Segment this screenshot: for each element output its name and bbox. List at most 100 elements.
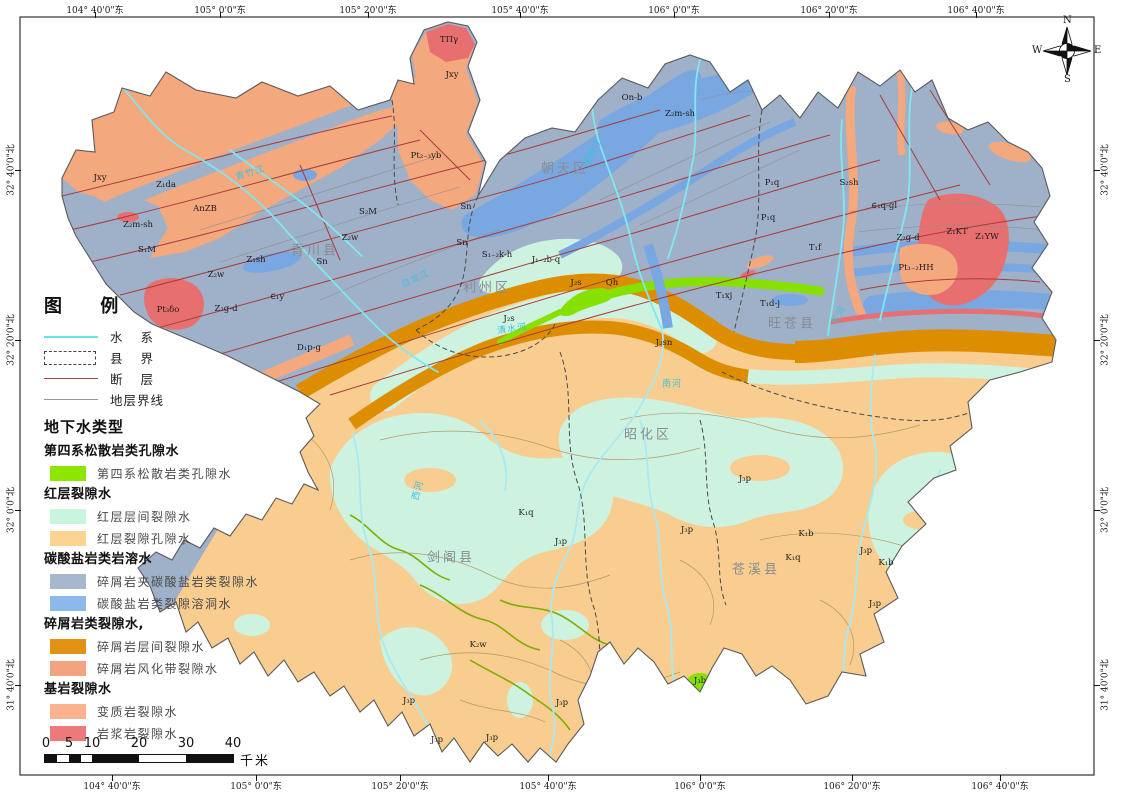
compass-east-label: E xyxy=(1094,45,1102,56)
geology-unit-label: S₂sh xyxy=(839,178,859,188)
scale-tick-label: 40 xyxy=(224,736,242,751)
river-name-label: 南河 xyxy=(661,379,683,390)
legend-group-heading: 红层裂隙水 xyxy=(44,487,112,502)
legend-item-label: 碳酸盐岩类裂隙溶洞水 xyxy=(97,596,233,611)
geology-unit-label: K₁b xyxy=(878,558,894,568)
geology-unit-label: J₂sn xyxy=(655,338,673,348)
geology-unit-label: D₁p-g xyxy=(297,343,321,353)
geology-unit-label: T₁xj xyxy=(715,291,733,301)
geology-unit-label: J₃p xyxy=(868,599,882,609)
geology-unit-label: J₃p xyxy=(402,696,416,706)
geology-unit-label: S₁M xyxy=(138,245,156,255)
legend-item-redbed-pore: 红层裂隙孔隙水 xyxy=(44,527,284,549)
graticule-label: 106° 20'0"东 xyxy=(823,782,881,792)
graticule-tick xyxy=(256,775,257,781)
legend-item-redbed-interlayer: 红层层间裂隙水 xyxy=(44,505,284,527)
graticule-label: 106° 0'0"东 xyxy=(674,782,726,792)
legend-item-label: 红层层间裂隙水 xyxy=(97,509,192,524)
legend-item-clastic-carbonate: 碎屑岩夹碳酸盐岩类裂隙水 xyxy=(44,570,284,592)
geology-unit-label: K₁b xyxy=(798,529,814,539)
legend-item-fault: 断 层 xyxy=(44,368,284,389)
color-swatch xyxy=(50,660,86,676)
geology-unit-label: J₃p xyxy=(485,733,499,743)
graticule-tick xyxy=(112,775,113,781)
compass-star-icon xyxy=(1042,26,1092,76)
legend-item-igneous: 岩浆岩裂隙水 xyxy=(44,722,284,744)
graticule-label: 106° 40'0"东 xyxy=(947,6,1005,16)
geology-unit-label: J₃p xyxy=(859,546,873,556)
graticule-tick xyxy=(15,340,21,341)
graticule-tick xyxy=(15,685,21,686)
legend-item-label: 水 系 xyxy=(110,330,160,345)
graticule-label: 105° 20'0"东 xyxy=(371,782,429,792)
graticule-tick xyxy=(976,12,977,18)
county-name-label: 朝天区 xyxy=(540,161,590,177)
graticule-label: 105° 20'0"东 xyxy=(339,6,397,16)
geology-unit-label: Z₂m-sh xyxy=(664,109,696,119)
graticule-tick xyxy=(1094,340,1100,341)
geology-unit-label: Jxy xyxy=(445,70,459,80)
compass-west-label: W xyxy=(1032,45,1043,56)
geology-unit-label: K₂w xyxy=(469,640,487,650)
geology-unit-label: Z₁sh xyxy=(246,255,266,265)
legend-item-label: 第四系松散岩类孔隙水 xyxy=(97,466,233,481)
legend: 图 例 水 系 县 界 断 层 地层界线 地下水类型 第四系松散岩类孔隙水 第四… xyxy=(44,292,284,744)
compass-north-label: N xyxy=(1063,15,1072,26)
geology-unit-label: J₂s xyxy=(503,314,515,324)
geology-unit-label: S₂M xyxy=(359,207,377,217)
legend-item-clastic-interlayer: 碎屑岩层间裂隙水 xyxy=(44,635,284,657)
graticule-tick xyxy=(829,12,830,18)
legend-item-water-system: 水 系 xyxy=(44,326,284,347)
strata-line-icon xyxy=(44,399,98,400)
graticule-label: 104° 40'0"东 xyxy=(66,6,124,16)
county-name-label: 苍溪县 xyxy=(731,562,781,578)
legend-item-strata-boundary: 地层界线 xyxy=(44,389,284,410)
geology-unit-label: Z₂g-d xyxy=(214,304,238,314)
geology-unit-label: Z₂w xyxy=(207,270,225,280)
graticule-tick xyxy=(852,775,853,781)
color-swatch xyxy=(50,508,86,524)
legend-item-label: 碎屑岩夹碳酸盐岩类裂隙水 xyxy=(97,574,260,589)
graticule-label: 105° 40'0"东 xyxy=(519,782,577,792)
geology-unit-label: On-b xyxy=(621,93,643,103)
geology-unit-label: K₁q xyxy=(518,508,534,518)
graticule-tick xyxy=(95,12,96,18)
geology-unit-label: AnZB xyxy=(193,204,217,214)
color-swatch xyxy=(50,573,86,589)
scale-bar-graphic xyxy=(44,754,234,763)
graticule-tick xyxy=(1094,510,1100,511)
geology-unit-label: T₁f xyxy=(808,243,822,253)
scale-tick-label: 30 xyxy=(177,736,195,751)
color-swatch xyxy=(50,725,86,741)
graticule-tick xyxy=(1094,685,1100,686)
scale-tick-label: 10 xyxy=(83,736,101,751)
legend-item-label: 地层界线 xyxy=(110,393,165,408)
color-swatch xyxy=(50,465,86,481)
graticule-tick xyxy=(15,170,21,171)
geology-unit-label: J₂s xyxy=(570,278,582,288)
color-swatch xyxy=(50,530,86,546)
legend-group-heading: 第四系松散岩类孔隙水 xyxy=(44,444,180,459)
water-line-icon xyxy=(44,335,98,338)
geology-unit-label: Z₁da xyxy=(156,180,176,190)
geology-unit-label: K₁q xyxy=(785,553,801,563)
neatline-frame xyxy=(19,16,1095,776)
graticule-tick xyxy=(674,12,675,18)
fault-line-icon xyxy=(44,377,98,380)
graticule-tick xyxy=(220,12,221,18)
scale-unit-label: 千米 xyxy=(240,754,271,769)
geology-unit-label: Z₁KT xyxy=(946,227,968,237)
graticule-tick xyxy=(368,12,369,18)
scale-bar: 0 5 10 20 30 40 千米 xyxy=(42,736,274,769)
graticule-tick xyxy=(1094,170,1100,171)
legend-item-label: 碎屑岩层间裂隙水 xyxy=(97,639,206,654)
legend-group-heading: 基岩裂隙水 xyxy=(44,682,112,697)
geology-unit-label: Z₁YW xyxy=(975,232,999,242)
geology-unit-label: ∈₁y xyxy=(269,292,285,302)
geology-unit-label: Sn xyxy=(456,238,468,248)
graticule-label: 106° 0'0"东 xyxy=(648,6,700,16)
graticule-label: 106° 20'0"东 xyxy=(800,6,858,16)
graticule-label: 105° 0'0"东 xyxy=(230,782,282,792)
geology-unit-label: J₃b xyxy=(693,676,707,686)
